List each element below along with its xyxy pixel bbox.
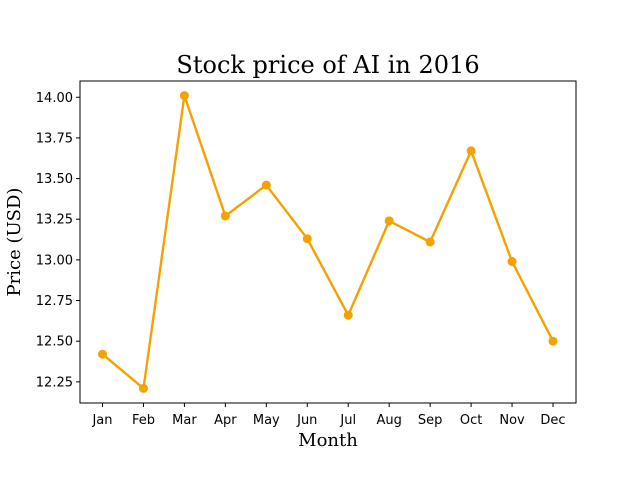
x-tick-label: Jan [91, 413, 112, 428]
data-point-mar [179, 91, 189, 101]
data-point-sep [425, 237, 435, 247]
data-point-feb [138, 383, 148, 393]
y-tick-label: 13.50 [36, 172, 73, 187]
x-axis: Jan Feb Mar Apr May Jun Jul Aug Sep Oct Nov Dec [91, 403, 566, 428]
x-tick-label: Nov [499, 413, 525, 428]
data-point-may [261, 180, 271, 190]
y-tick-label: 13.25 [36, 213, 73, 228]
series-line [101, 94, 555, 390]
x-tick-label: Oct [460, 413, 482, 428]
x-tick-label: May [253, 413, 280, 428]
x-tick-label: Apr [214, 413, 237, 428]
y-tick-label: 12.25 [36, 375, 73, 390]
y-axis: 12.25 12.50 12.75 13.00 13.25 13.50 13.75 14.00 [36, 91, 80, 390]
data-point-aug [384, 216, 394, 226]
data-point-jan [98, 349, 107, 359]
x-tick-label: Mar [172, 413, 197, 428]
chart-title: Stock price of AI in 2016 [176, 51, 479, 79]
x-tick-label: Dec [540, 413, 565, 428]
y-tick-label: 12.50 [36, 335, 73, 350]
plot-frame [79, 80, 577, 404]
data-point-oct [466, 146, 476, 156]
x-tick-label: Jun [296, 413, 317, 428]
x-axis-label: Month [298, 430, 358, 451]
y-tick-label: 13.00 [36, 253, 73, 268]
y-axis-label: Price (USD) [4, 188, 25, 297]
x-tick-label: Sep [418, 413, 443, 428]
y-tick-label: 14.00 [36, 91, 73, 106]
x-tick-label: Feb [132, 413, 155, 428]
data-point-apr [220, 211, 230, 221]
data-point-dec [548, 336, 558, 346]
y-tick-label: 12.75 [36, 294, 73, 309]
data-point-nov [507, 257, 517, 267]
plot-area [98, 91, 558, 393]
y-tick-label: 13.75 [36, 131, 73, 146]
x-tick-label: Aug [376, 413, 401, 428]
data-point-jul [343, 310, 353, 320]
x-tick-label: Jul [339, 413, 356, 428]
data-point-jun [302, 234, 312, 244]
